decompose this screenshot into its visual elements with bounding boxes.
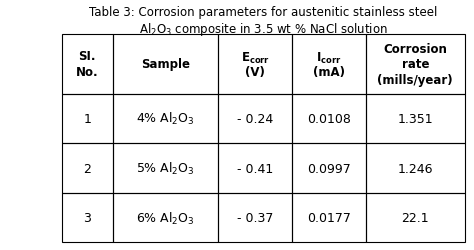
- Text: 2: 2: [83, 162, 91, 175]
- Text: 3: 3: [83, 211, 91, 224]
- Text: (mA): (mA): [313, 66, 345, 78]
- Bar: [62, 144, 113, 193]
- Bar: [62, 35, 113, 94]
- Bar: [366, 94, 465, 144]
- Text: (V): (V): [246, 66, 265, 78]
- Bar: [366, 144, 465, 193]
- Bar: [292, 144, 366, 193]
- Text: SI.
No.: SI. No.: [76, 50, 99, 79]
- Bar: [366, 35, 465, 94]
- Text: Corrosion
rate
(mills/year): Corrosion rate (mills/year): [377, 43, 453, 86]
- Bar: [113, 193, 219, 242]
- Bar: [292, 193, 366, 242]
- Text: 4% $\mathrm{Al_2O_3}$: 4% $\mathrm{Al_2O_3}$: [137, 111, 195, 127]
- Text: 0.0997: 0.0997: [307, 162, 351, 175]
- Text: 5% $\mathrm{Al_2O_3}$: 5% $\mathrm{Al_2O_3}$: [137, 160, 195, 176]
- Text: 1: 1: [83, 112, 91, 126]
- Text: 1.351: 1.351: [398, 112, 433, 126]
- Bar: [366, 193, 465, 242]
- Bar: [113, 35, 219, 94]
- Text: 0.0108: 0.0108: [307, 112, 351, 126]
- Bar: [219, 193, 292, 242]
- Text: - 0.24: - 0.24: [237, 112, 273, 126]
- Bar: [219, 35, 292, 94]
- Text: - 0.37: - 0.37: [237, 211, 273, 224]
- Text: 6% $\mathrm{Al_2O_3}$: 6% $\mathrm{Al_2O_3}$: [137, 210, 195, 226]
- Text: Table 3: Corrosion parameters for austenitic stainless steel: Table 3: Corrosion parameters for austen…: [89, 6, 437, 19]
- Text: - 0.41: - 0.41: [237, 162, 273, 175]
- Text: $\mathbf{I_{corr}}$: $\mathbf{I_{corr}}$: [317, 51, 342, 66]
- Text: 0.0177: 0.0177: [307, 211, 351, 224]
- Bar: [113, 144, 219, 193]
- Bar: [219, 94, 292, 144]
- Bar: [292, 35, 366, 94]
- Text: $\mathbf{E_{corr}}$: $\mathbf{E_{corr}}$: [241, 51, 270, 66]
- Bar: [62, 94, 113, 144]
- Text: 22.1: 22.1: [401, 211, 429, 224]
- Bar: [292, 94, 366, 144]
- Text: Sample: Sample: [141, 58, 190, 71]
- Text: $\mathrm{Al_2O_3}$ composite in 3.5 wt % NaCl solution: $\mathrm{Al_2O_3}$ composite in 3.5 wt %…: [138, 21, 388, 38]
- Text: 1.246: 1.246: [398, 162, 433, 175]
- Bar: [62, 193, 113, 242]
- Bar: [113, 94, 219, 144]
- Bar: [219, 144, 292, 193]
